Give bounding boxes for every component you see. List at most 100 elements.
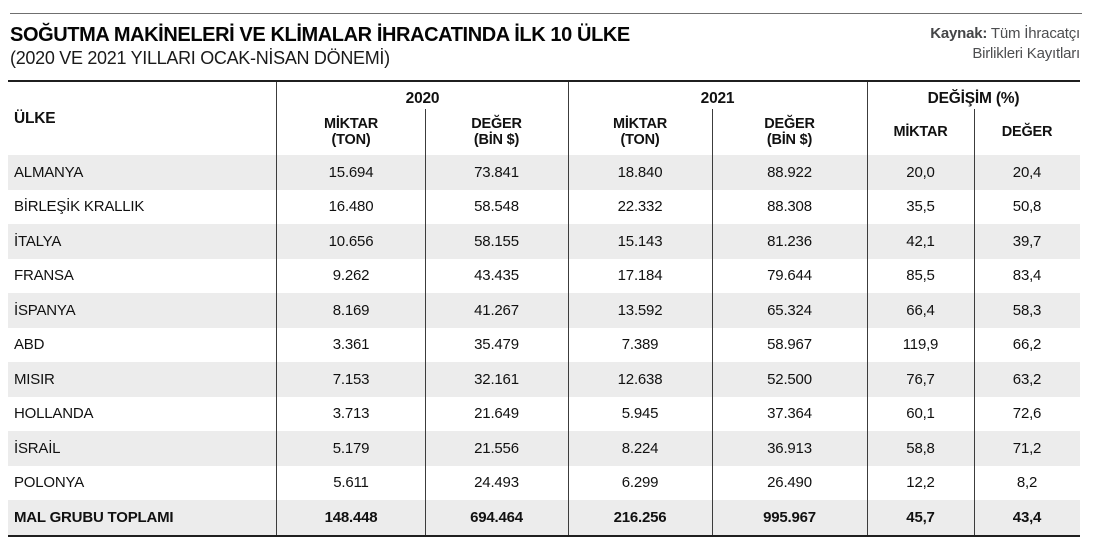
table-row: İSRAİL 5.179 21.556 8.224 36.913 58,8 71… (8, 431, 1080, 466)
value-cell: 52.500 (767, 370, 812, 388)
value-cell: 58,3 (1012, 301, 1042, 319)
group-label-change: DEĞİŞİM (%) (927, 89, 1020, 107)
top-divider (10, 13, 1082, 14)
value-cell: 73.841 (474, 163, 519, 181)
value-cell: 35,5 (906, 198, 935, 216)
value-cell: 7.153 (332, 370, 370, 388)
value-cell: 13.592 (617, 301, 663, 319)
column-header-2021-value: DEĞER (BİN $) (764, 115, 815, 149)
value-cell: 7.389 (621, 336, 659, 354)
table-row: ABD 3.361 35.479 7.389 58.967 119,9 66,2 (8, 328, 1080, 363)
table-row: HOLLANDA 3.713 21.649 5.945 37.364 60,1 … (8, 397, 1080, 432)
value-cell: 17.184 (617, 267, 663, 285)
value-cell: 65.324 (767, 301, 812, 319)
column-divider (867, 82, 868, 535)
column-group-2021: 2021 MİKTAR (TON) DEĞER (BİN $) (568, 82, 867, 155)
column-header-change-value: DEĞER (1001, 123, 1053, 140)
value-cell: 58.967 (767, 336, 812, 354)
page-title: SOĞUTMA MAKİNELERİ VE KLİMALAR İHRACATIN… (10, 24, 630, 46)
value-cell: 41.267 (474, 301, 519, 319)
value-cell: 15.694 (328, 163, 374, 181)
value-cell: 58,8 (906, 439, 935, 457)
country-cell: İTALYA (14, 232, 62, 250)
value-cell: 58.548 (474, 198, 519, 216)
value-cell: 26.490 (767, 474, 812, 492)
value-cell: 42,1 (906, 232, 935, 250)
value-cell: 5.945 (621, 405, 659, 423)
value-cell: 8,2 (1016, 474, 1038, 492)
value-cell: 66,4 (906, 301, 935, 319)
country-cell: FRANSA (14, 267, 74, 285)
value-cell: 15.143 (617, 232, 663, 250)
header: SOĞUTMA MAKİNELERİ VE KLİMALAR İHRACATIN… (10, 23, 1080, 69)
title-block: SOĞUTMA MAKİNELERİ VE KLİMALAR İHRACATIN… (10, 23, 630, 69)
country-cell: BİRLEŞİK KRALLIK (14, 198, 145, 216)
value-cell: 20,4 (1012, 163, 1042, 181)
country-cell: MAL GRUBU TOPLAMI (14, 508, 174, 526)
country-cell: ALMANYA (14, 163, 84, 181)
value-cell: 995.967 (763, 508, 816, 526)
column-group-change: DEĞİŞİM (%) MİKTAR DEĞER (867, 82, 1080, 155)
value-cell: 694.464 (470, 508, 523, 526)
value-cell: 148.448 (324, 508, 378, 526)
column-header-country: ÜLKE (14, 109, 56, 127)
country-cell: MISIR (14, 370, 55, 388)
group-label-2020: 2020 (405, 89, 440, 107)
value-cell: 216.256 (613, 508, 667, 526)
value-cell: 3.361 (332, 336, 370, 354)
value-cell: 37.364 (767, 405, 812, 423)
value-cell: 6.299 (621, 474, 659, 492)
value-cell: 35.479 (474, 336, 519, 354)
value-cell: 76,7 (906, 370, 935, 388)
value-cell: 36.913 (767, 439, 812, 457)
table-row: İTALYA 10.656 58.155 15.143 81.236 42,1 … (8, 224, 1080, 259)
value-cell: 71,2 (1012, 439, 1042, 457)
value-cell: 50,8 (1012, 198, 1042, 216)
group-label-2021: 2021 (700, 89, 735, 107)
value-cell: 39,7 (1012, 232, 1042, 250)
column-group-2020: 2020 MİKTAR (TON) DEĞER (BİN $) (277, 82, 568, 155)
value-cell: 45,7 (906, 508, 935, 526)
column-header-2020-amount: MİKTAR (TON) (323, 115, 379, 149)
value-cell: 8.169 (332, 301, 370, 319)
value-cell: 63,2 (1012, 370, 1042, 388)
value-cell: 43,4 (1012, 508, 1042, 526)
value-cell: 72,6 (1012, 405, 1042, 423)
column-header-change-amount: MİKTAR (893, 123, 948, 140)
value-cell: 21.556 (474, 439, 519, 457)
source-note: Kaynak: Tüm İhracatçı Birlikleri Kayıtla… (930, 23, 1080, 64)
table-row: MISIR 7.153 32.161 12.638 52.500 76,7 63… (8, 362, 1080, 397)
value-cell: 88.308 (767, 198, 812, 216)
country-cell: ABD (14, 336, 45, 354)
table-row: FRANSA 9.262 43.435 17.184 79.644 85,5 8… (8, 259, 1080, 294)
table-row: BİRLEŞİK KRALLIK 16.480 58.548 22.332 88… (8, 190, 1080, 225)
value-cell: 60,1 (906, 405, 935, 423)
value-cell: 8.224 (621, 439, 659, 457)
source-line1: Tüm İhracatçı (990, 25, 1080, 42)
column-divider (974, 109, 975, 535)
value-cell: 43.435 (474, 267, 519, 285)
value-cell: 21.649 (474, 405, 519, 423)
value-cell: 10.656 (328, 232, 374, 250)
value-cell: 22.332 (617, 198, 663, 216)
value-cell: 32.161 (474, 370, 519, 388)
table-row: ALMANYA 15.694 73.841 18.840 88.922 20,0… (8, 155, 1080, 190)
value-cell: 83,4 (1012, 267, 1042, 285)
table-total-row: MAL GRUBU TOPLAMI 148.448 694.464 216.25… (8, 500, 1080, 535)
country-cell: İSPANYA (14, 301, 76, 319)
column-divider (712, 109, 713, 535)
value-cell: 119,9 (902, 336, 939, 354)
value-cell: 81.236 (767, 232, 812, 250)
country-cell: İSRAİL (14, 439, 61, 457)
value-cell: 85,5 (906, 267, 935, 285)
value-cell: 88.922 (767, 163, 812, 181)
country-cell: HOLLANDA (14, 405, 94, 423)
table-row: POLONYA 5.611 24.493 6.299 26.490 12,2 8… (8, 466, 1080, 501)
column-divider (276, 82, 277, 535)
column-header-2021-amount: MİKTAR (TON) (612, 115, 668, 149)
value-cell: 79.644 (767, 267, 812, 285)
value-cell: 66,2 (1012, 336, 1042, 354)
column-divider (568, 82, 569, 535)
column-header-2020-value: DEĞER (BİN $) (471, 115, 522, 149)
